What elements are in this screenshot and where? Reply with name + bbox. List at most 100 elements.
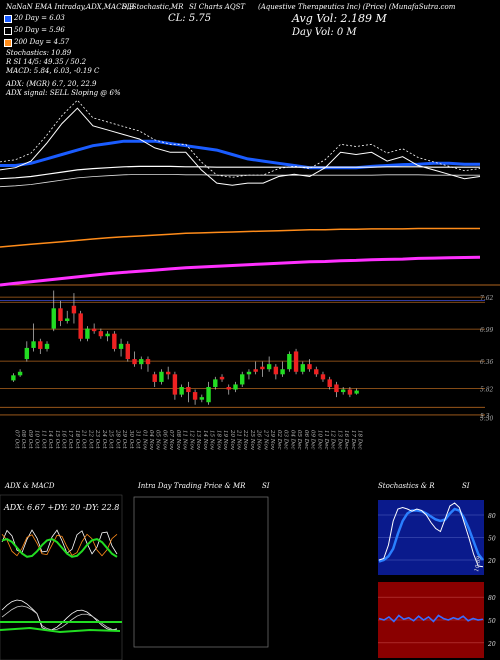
candle-body (273, 366, 279, 375)
x-tick-label: 23 Oct (94, 429, 100, 449)
x-tick-label: 12 Dec (330, 430, 336, 450)
bottom-panels: 80 50 20 10.89 80 50 20 (0, 494, 496, 660)
stochastics-readout: Stochastics: 10.89 (6, 49, 72, 57)
candle-body (307, 364, 312, 370)
x-tick-label: 19 Nov (222, 430, 228, 451)
candle-body (38, 341, 43, 349)
series-20-day (0, 139, 480, 170)
day-volume-label: Day Vol: 0 M (292, 27, 357, 38)
x-tick-label: 26 Nov (256, 429, 262, 451)
x-tick-label: 22 Oct (87, 429, 93, 449)
candle-body (24, 347, 30, 360)
x-tick-label: 10 Dec (316, 430, 322, 450)
rsi-tick-label: 50 (488, 618, 496, 625)
candle-body (347, 389, 353, 395)
intraday-title: Intra Day Trading Price & MR (138, 482, 246, 490)
rsi-readout: R SI 14/5: 49.35 / 50.2 (6, 58, 87, 66)
candle-body (253, 369, 258, 372)
stoch-last-label: 10.89 (474, 555, 483, 572)
candle-body (354, 390, 359, 394)
x-tick-label: 25 Nov (249, 429, 255, 451)
candle-body (287, 354, 292, 370)
candle-body (125, 343, 130, 360)
adx-line-orange (1, 533, 118, 557)
candle-body (145, 359, 151, 365)
intraday-frame (133, 496, 269, 648)
chart-header-left: NaNaN EMA Intraday,ADX,MACD,B (6, 3, 135, 11)
x-tick-label: 16 Dec (343, 430, 349, 450)
x-tick-label: 18 Nov (215, 430, 221, 451)
candle-body (314, 369, 319, 375)
candle-body (266, 364, 272, 370)
ema200-legend-swatch (4, 39, 12, 47)
candle-body (186, 387, 191, 393)
ema-panel (0, 99, 500, 287)
x-tick-label: 20 Nov (229, 429, 235, 451)
x-tick-label: 10 Oct (34, 430, 40, 449)
macd-readout: MACD: 5.84, 6.03, -0.19 C (6, 67, 100, 75)
close-price-label: CL: 5.75 (168, 13, 212, 24)
stochastics-title-suffix: SI (462, 482, 470, 490)
candle-body (246, 371, 252, 375)
x-tick-label: 02 Dec (276, 430, 282, 450)
candle-body (165, 371, 171, 375)
chart-header-right: (Aquestive Therapeutics Inc) (Price) (Mu… (258, 3, 456, 11)
adx-macd-frame (0, 494, 123, 660)
y-tick-label: 6.36 (480, 359, 494, 366)
x-tick-label: 29 Oct (121, 429, 127, 449)
y-tick-label: 7.62 (480, 295, 494, 302)
intraday-title-suffix: SI (262, 482, 270, 490)
candle-body (179, 387, 184, 395)
x-tick-label: 06 Nov (161, 430, 167, 451)
candle-body (44, 343, 50, 349)
x-tick-label: 09 Dec (310, 430, 316, 450)
ema50-legend-swatch (4, 27, 12, 35)
candle-body (132, 359, 137, 365)
rsi-tick-label: 20 (487, 641, 496, 648)
x-tick-label: 11 Oct (40, 430, 46, 449)
y-tick-label: 5.82 (480, 387, 494, 394)
x-tick-label: 27 Nov (262, 429, 268, 451)
x-tick-label: 22 Nov (242, 429, 248, 451)
candle-body (11, 375, 16, 381)
x-tick-label: 14 Nov (202, 430, 208, 451)
candle-body (260, 366, 265, 370)
macd-signal (1, 605, 118, 631)
x-tick-label: 28 Oct (114, 429, 120, 449)
x-tick-label: 15 Oct (54, 430, 60, 449)
stoch-tick-label: 20 (487, 558, 496, 565)
x-tick-label: 16 Oct (60, 430, 66, 449)
candle-body (213, 379, 218, 387)
candle-body (105, 333, 110, 337)
x-tick-label: 04 Dec (289, 430, 295, 450)
x-tick-label: 07 Nov (168, 430, 174, 451)
candle-body (233, 384, 238, 390)
ema50-legend: 50 Day = 5.96 (14, 26, 65, 34)
candle-body (300, 364, 305, 372)
series-price (0, 107, 481, 186)
x-tick-label: 06 Dec (303, 430, 309, 450)
candle-body (206, 387, 211, 403)
series-magenta-long (0, 255, 481, 287)
candle-body (159, 371, 164, 382)
candle-body (31, 341, 36, 348)
candle-body (112, 333, 117, 349)
rsi-line (378, 614, 484, 623)
candle-panel: 7.62 6.99 6.36 5.82 5.35.30 (0, 290, 494, 422)
candle-body (85, 328, 90, 339)
x-tick-label: 21 Oct (81, 429, 87, 449)
y-tick-label: 5.3 (480, 413, 490, 420)
x-tick-label: 25 Oct (108, 429, 114, 449)
x-tick-label: 24 Oct (101, 429, 107, 449)
y-tick-label: 6.99 (480, 327, 494, 334)
candle-body (192, 392, 198, 400)
x-tick-label: 18 Oct (74, 430, 80, 449)
x-tick-label: 11 Nov (182, 430, 188, 451)
candle-body (320, 374, 326, 380)
series-200-day (0, 227, 480, 248)
x-tick-label: 07 Oct (13, 430, 19, 449)
candle-body (340, 389, 346, 393)
adx-line-green (1, 538, 118, 558)
candle-body (240, 374, 245, 385)
